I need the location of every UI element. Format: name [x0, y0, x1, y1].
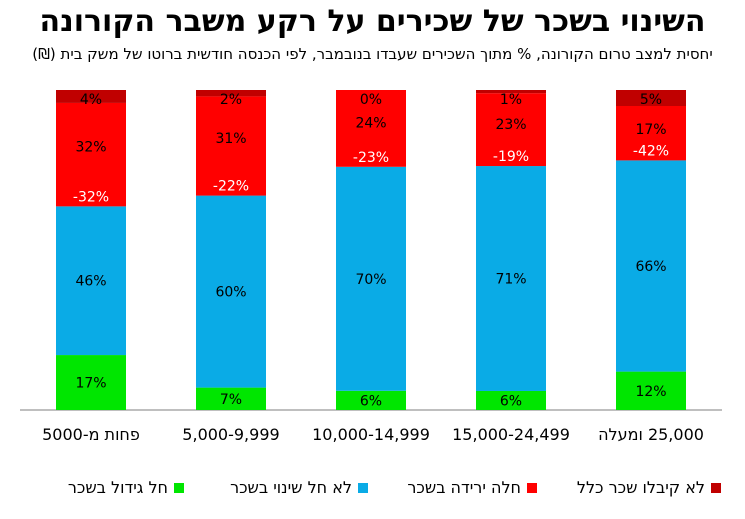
data-label-4-4: 1%	[500, 92, 522, 108]
bar-segment-2-3	[336, 166, 406, 391]
bar-segment-1-3	[336, 390, 406, 410]
net-change-label-1: -32%	[73, 189, 109, 205]
chart-subtitle: יחסית למצב טרום הקורונה, % מתוך השכירים …	[32, 45, 713, 63]
data-label-4-1: 4%	[80, 92, 102, 108]
bar-segment-4-1	[56, 90, 126, 103]
data-label-2-1: 46%	[75, 274, 106, 290]
bar-segment-4-2	[196, 90, 266, 97]
legend-swatch-2	[358, 483, 368, 493]
data-label-1-2: 7%	[220, 392, 242, 408]
data-label-3-1: 32%	[75, 139, 106, 155]
legend-swatch-1	[174, 483, 184, 493]
net-change-label-5: -42%	[633, 143, 669, 159]
category-label-4: 15,000-24,499	[452, 425, 570, 444]
legend-label-3: חלה ירידה בשכר	[407, 478, 521, 497]
data-label-1-3: 6%	[360, 393, 382, 409]
data-label-3-3: 24%	[355, 115, 386, 131]
category-label-5: 25,000 ומעלה	[598, 425, 704, 444]
data-label-4-3: 0%	[360, 92, 382, 108]
data-label-4-5: 5%	[640, 92, 662, 108]
data-label-3-2: 31%	[215, 131, 246, 147]
bar-segment-1-5	[616, 371, 686, 410]
net-change-label-2: -22%	[213, 179, 249, 195]
data-label-2-5: 66%	[635, 259, 666, 275]
bar-segment-3-2	[196, 96, 266, 196]
bar-segment-2-4	[476, 166, 546, 391]
legend-label-4: לא קיבלו שכר כלל	[577, 478, 705, 497]
bar-segment-2-1	[56, 206, 126, 356]
data-label-3-5: 17%	[635, 122, 666, 138]
data-label-3-4: 23%	[495, 117, 526, 133]
legend-swatch-3	[527, 483, 537, 493]
bar-segment-3-1	[56, 102, 126, 207]
category-label-2: 5,000-9,999	[182, 425, 279, 444]
chart-title: השינוי בשכר של שכירים על רקע משבר הקורונ…	[39, 4, 706, 39]
bar-segment-3-4	[476, 93, 546, 167]
legend-swatch-4	[711, 483, 721, 493]
data-label-2-3: 70%	[355, 272, 386, 288]
data-label-2-4: 71%	[495, 272, 526, 288]
bar-segment-3-5	[616, 106, 686, 161]
category-label-1: פחות מ-5000	[42, 425, 140, 444]
bar-segment-1-1	[56, 355, 126, 410]
data-label-4-2: 2%	[220, 92, 242, 108]
legend-label-2: לא חל שינוי בשכר	[230, 478, 352, 497]
bar-segment-2-5	[616, 160, 686, 372]
data-label-2-2: 60%	[215, 285, 246, 301]
net-change-label-4: -19%	[493, 149, 529, 165]
data-label-1-1: 17%	[75, 376, 106, 392]
bar-segment-1-2	[196, 387, 266, 410]
bar-segment-2-2	[196, 195, 266, 388]
bar-segment-4-4	[476, 90, 546, 94]
bar-segment-1-4	[476, 390, 546, 410]
bar-segment-3-3	[336, 90, 406, 167]
net-change-label-3: -23%	[353, 150, 389, 166]
data-label-1-5: 12%	[635, 384, 666, 400]
bar-segment-4-5	[616, 90, 686, 106]
category-label-3: 10,000-14,999	[312, 425, 430, 444]
data-label-1-4: 6%	[500, 393, 522, 409]
legend-label-1: חל גידול בשכר	[68, 478, 168, 497]
